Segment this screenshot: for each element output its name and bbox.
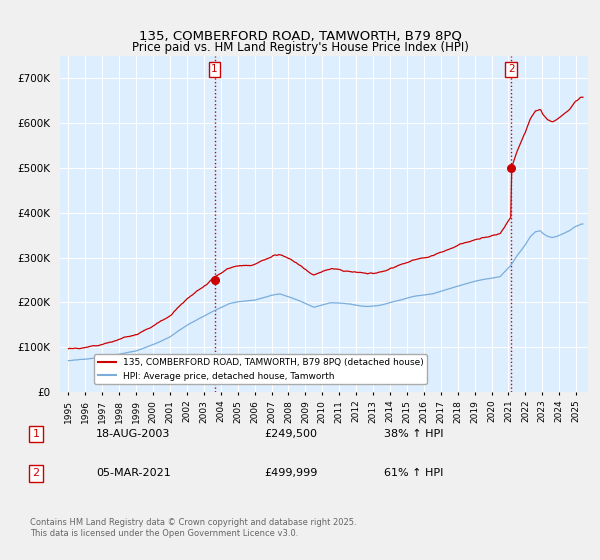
Line: 135, COMBERFORD ROAD, TAMWORTH, B79 8PQ (detached house): 135, COMBERFORD ROAD, TAMWORTH, B79 8PQ … bbox=[68, 97, 583, 349]
135, COMBERFORD ROAD, TAMWORTH, B79 8PQ (detached house) bbox=[487, 233, 494, 240]
HPI: Average price, detached house, Tamworth: (2.02e+03, 3.63e+05): Average price, detached house, Tamworth:… bbox=[568, 226, 575, 232]
Text: 2: 2 bbox=[508, 64, 515, 74]
135, COMBERFORD ROAD, TAMWORTH, B79 8PQ (detached house) bbox=[580, 94, 587, 101]
135, COMBERFORD ROAD, TAMWORTH, B79 8PQ (detached house) bbox=[343, 268, 350, 274]
Text: 05-MAR-2021: 05-MAR-2021 bbox=[96, 468, 171, 478]
Text: 1: 1 bbox=[211, 64, 218, 74]
Text: Price paid vs. HM Land Registry's House Price Index (HPI): Price paid vs. HM Land Registry's House … bbox=[131, 41, 469, 54]
135, COMBERFORD ROAD, TAMWORTH, B79 8PQ (detached house) bbox=[577, 94, 584, 101]
HPI: Average price, detached house, Tamworth: (2.02e+03, 2.54e+05): Average price, detached house, Tamworth:… bbox=[488, 275, 495, 282]
Text: £249,500: £249,500 bbox=[264, 429, 317, 439]
Legend: 135, COMBERFORD ROAD, TAMWORTH, B79 8PQ (detached house), HPI: Average price, de: 135, COMBERFORD ROAD, TAMWORTH, B79 8PQ … bbox=[94, 354, 427, 384]
135, COMBERFORD ROAD, TAMWORTH, B79 8PQ (detached house) bbox=[567, 105, 574, 111]
Line: HPI: Average price, detached house, Tamworth: HPI: Average price, detached house, Tamw… bbox=[68, 224, 583, 361]
HPI: Average price, detached house, Tamworth: (2.03e+03, 3.75e+05): Average price, detached house, Tamworth:… bbox=[580, 221, 587, 227]
135, COMBERFORD ROAD, TAMWORTH, B79 8PQ (detached house) bbox=[309, 271, 316, 278]
HPI: Average price, detached house, Tamworth: (2.01e+03, 1.91e+05): Average price, detached house, Tamworth:… bbox=[313, 303, 320, 310]
Text: 1: 1 bbox=[32, 429, 40, 439]
135, COMBERFORD ROAD, TAMWORTH, B79 8PQ (detached house) bbox=[65, 346, 72, 352]
HPI: Average price, detached house, Tamworth: (2.01e+03, 1.89e+05): Average price, detached house, Tamworth:… bbox=[310, 304, 317, 311]
HPI: Average price, detached house, Tamworth: (2.01e+03, 1.92e+05): Average price, detached house, Tamworth:… bbox=[372, 302, 379, 309]
Text: Contains HM Land Registry data © Crown copyright and database right 2025.
This d: Contains HM Land Registry data © Crown c… bbox=[30, 518, 356, 538]
Point bbox=[210, 276, 220, 284]
Text: 61% ↑ HPI: 61% ↑ HPI bbox=[384, 468, 443, 478]
Text: 2: 2 bbox=[32, 468, 40, 478]
135, COMBERFORD ROAD, TAMWORTH, B79 8PQ (detached house) bbox=[371, 270, 378, 277]
Text: 38% ↑ HPI: 38% ↑ HPI bbox=[384, 429, 443, 439]
135, COMBERFORD ROAD, TAMWORTH, B79 8PQ (detached house) bbox=[312, 271, 319, 278]
HPI: Average price, detached house, Tamworth: (2e+03, 7e+04): Average price, detached house, Tamworth:… bbox=[65, 357, 72, 364]
Text: 18-AUG-2003: 18-AUG-2003 bbox=[96, 429, 170, 439]
HPI: Average price, detached house, Tamworth: (2.01e+03, 1.97e+05): Average price, detached house, Tamworth:… bbox=[344, 300, 352, 307]
Text: 135, COMBERFORD ROAD, TAMWORTH, B79 8PQ: 135, COMBERFORD ROAD, TAMWORTH, B79 8PQ bbox=[139, 30, 461, 43]
Text: £499,999: £499,999 bbox=[264, 468, 317, 478]
Point bbox=[506, 164, 516, 172]
HPI: Average price, detached house, Tamworth: (2e+03, 7e+04): Average price, detached house, Tamworth:… bbox=[66, 357, 73, 364]
